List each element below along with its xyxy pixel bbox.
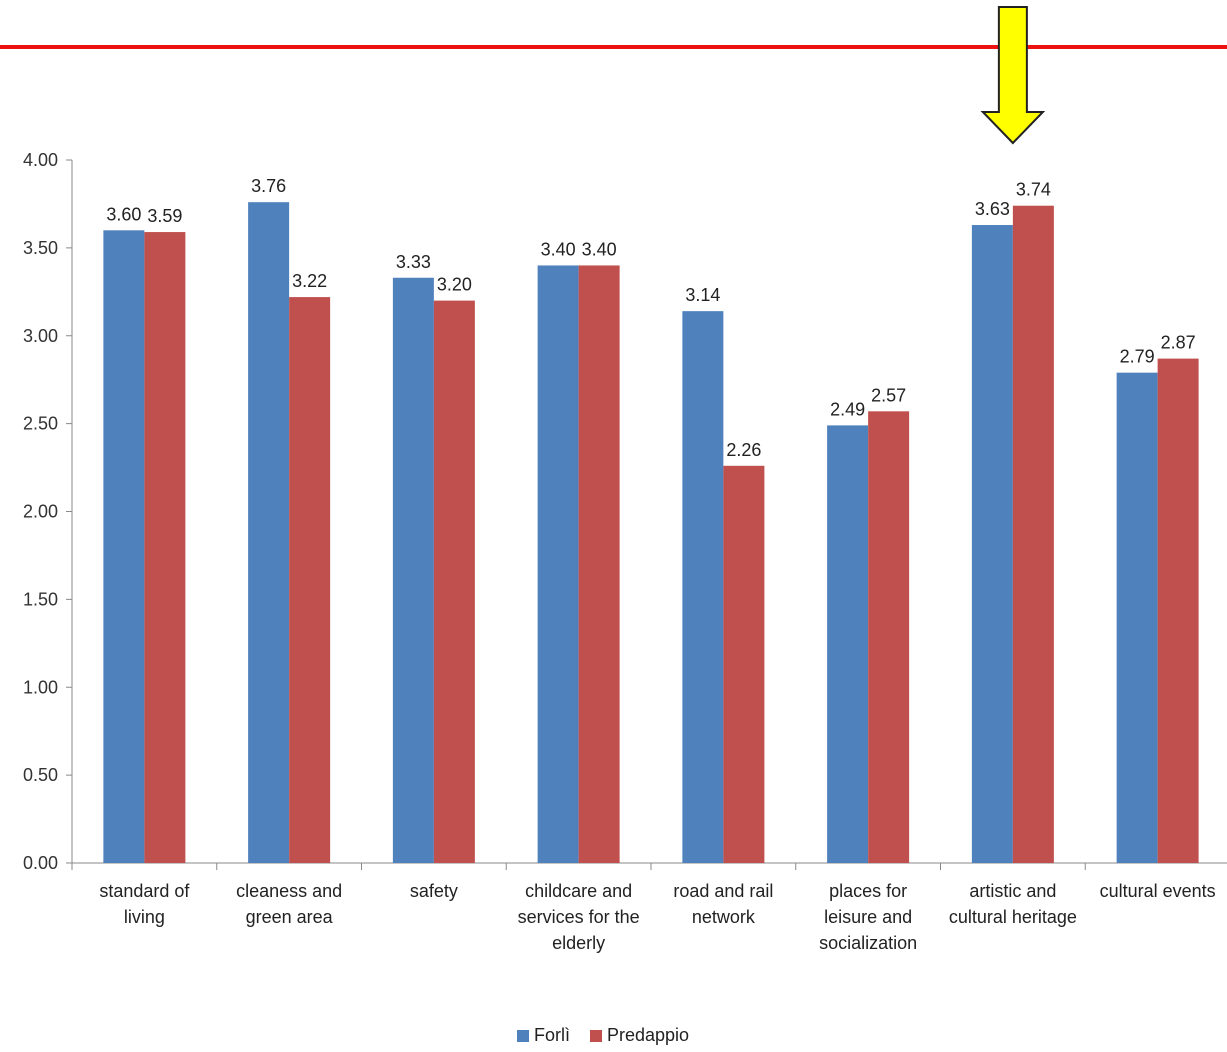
bar-forli bbox=[1116, 372, 1158, 863]
bar-predappio bbox=[1012, 205, 1054, 863]
y-tick-label: 0.00 bbox=[23, 853, 58, 873]
legend-label: Predappio bbox=[607, 1025, 689, 1045]
data-label: 3.22 bbox=[292, 271, 327, 291]
legend: Forlì Predappio bbox=[517, 1025, 689, 1045]
category-label: cleaness and green area bbox=[236, 881, 342, 927]
y-tick-label: 1.50 bbox=[23, 589, 58, 609]
bar-forli bbox=[103, 230, 145, 864]
data-label: 2.57 bbox=[871, 385, 906, 405]
bars bbox=[103, 202, 1199, 864]
legend-swatch bbox=[517, 1030, 529, 1042]
bar-predappio bbox=[868, 411, 910, 863]
data-label: 3.20 bbox=[437, 275, 472, 295]
category-labels: standard of living cleaness and green area s… bbox=[99, 881, 1215, 953]
data-label: 3.74 bbox=[1016, 180, 1051, 200]
data-label: 2.79 bbox=[1120, 347, 1155, 367]
data-label: 3.60 bbox=[106, 204, 141, 224]
data-labels: 3.60 3.76 3.33 3.40 3.14 2.49 3.63 2.79 3.59 3.22… bbox=[106, 176, 1195, 460]
y-tick-label: 3.50 bbox=[23, 238, 58, 258]
data-label: 3.40 bbox=[541, 239, 576, 259]
category-label: standard of living bbox=[99, 881, 190, 927]
y-tick-label: 2.00 bbox=[23, 502, 58, 522]
bar-predappio bbox=[289, 297, 331, 864]
data-label: 3.76 bbox=[251, 176, 286, 196]
bar-forli bbox=[537, 265, 579, 863]
bar-forli bbox=[392, 277, 434, 863]
data-label: 3.33 bbox=[396, 252, 431, 272]
bar-forli bbox=[971, 225, 1013, 864]
bar-forli bbox=[827, 425, 869, 863]
category-label: road and rail network bbox=[673, 881, 773, 927]
bar-predappio bbox=[578, 265, 620, 863]
bar-predappio bbox=[433, 300, 475, 864]
data-label: 3.40 bbox=[582, 239, 617, 259]
data-label: 2.87 bbox=[1161, 333, 1196, 353]
legend-label: Forlì bbox=[534, 1025, 570, 1045]
bar-predappio bbox=[144, 232, 186, 863]
y-tick-label: 1.00 bbox=[23, 677, 58, 697]
data-label: 3.59 bbox=[147, 206, 182, 226]
y-tick-label: 4.00 bbox=[23, 150, 58, 170]
category-label: cultural events bbox=[1100, 881, 1216, 901]
bar-forli bbox=[248, 202, 290, 863]
y-tick-label: 0.50 bbox=[23, 765, 58, 785]
category-label: artistic and cultural heritage bbox=[949, 881, 1077, 927]
highlight-arrow-icon bbox=[980, 6, 1046, 145]
y-tick-label: 3.00 bbox=[23, 326, 58, 346]
category-label: places for leisure and socialization bbox=[819, 881, 917, 953]
data-label: 3.63 bbox=[975, 199, 1010, 219]
category-label: childcare and services for the elderly bbox=[518, 881, 640, 953]
category-label: safety bbox=[410, 881, 458, 901]
legend-swatch bbox=[590, 1030, 602, 1042]
bar-forli bbox=[682, 311, 724, 863]
bar-predappio bbox=[723, 465, 765, 863]
y-tick-label: 2.50 bbox=[23, 414, 58, 434]
data-label: 3.14 bbox=[685, 285, 720, 305]
data-label: 2.49 bbox=[830, 399, 865, 419]
data-label: 2.26 bbox=[726, 440, 761, 460]
bar-predappio bbox=[1157, 358, 1199, 863]
